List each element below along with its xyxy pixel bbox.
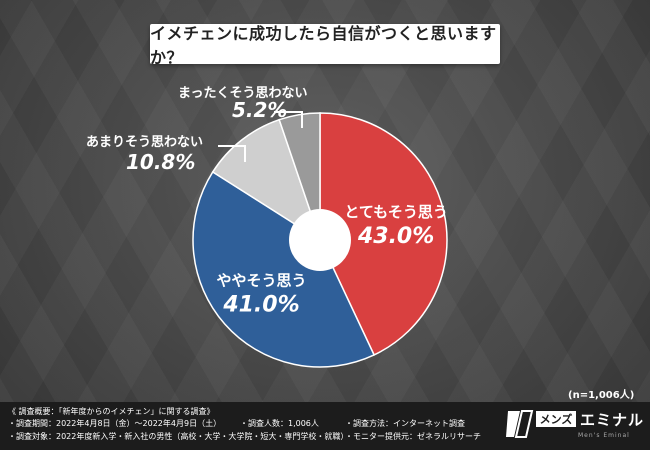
survey-title: 《 調査概要：「新年度からのイメチェン」に関する調査》 bbox=[8, 407, 215, 416]
slice-somewhat-disagree bbox=[211, 118, 322, 242]
brand-logo: メンズ エミナル Men's Eminal bbox=[506, 407, 644, 445]
leader-line-somewhat-disagree bbox=[218, 145, 246, 162]
chart-title: イメチェンに成功したら自信がつくと思いますか？ bbox=[150, 24, 497, 67]
brand-subtitle: Men's Eminal bbox=[578, 432, 630, 439]
slice-strongly-agree bbox=[319, 112, 448, 356]
label-somewhat-disagree: あまりそう思わない bbox=[86, 131, 203, 150]
value-somewhat-disagree: 10.8% bbox=[126, 150, 196, 174]
label-strongly-disagree: まったくそう思わない bbox=[178, 82, 307, 101]
slice-value-somewhat-agree: 41.0% bbox=[222, 293, 299, 318]
survey-period: ・調査期間：2022年4月8日（金）〜2022年4月9日（土） bbox=[8, 419, 222, 428]
brand-name-box: メンズ bbox=[536, 411, 576, 427]
slice-value-strongly-agree: 43.0% bbox=[357, 224, 434, 249]
sample-size-note: (n=1,006人) bbox=[568, 390, 635, 401]
brand-emblem-icon bbox=[506, 410, 534, 438]
survey-method: ・調査方法：インターネット調査 bbox=[345, 419, 465, 428]
survey-target: ・調査対象：2022年度新入学・新入社の男性（高校・大学・大学院・短大・専門学校… bbox=[8, 432, 349, 441]
survey-provider: ・モニター提供元：ゼネラルリサーチ bbox=[345, 432, 481, 441]
label-text-strongly-disagree: まったくそう思わない bbox=[178, 86, 308, 101]
value-strongly-disagree: 5.2% bbox=[232, 98, 288, 122]
brand-name: エミナル bbox=[580, 411, 645, 429]
label-text-somewhat-disagree: あまりそう思わない bbox=[86, 135, 204, 150]
slice-label-strongly-agree: とてもそう思う bbox=[344, 203, 448, 221]
survey-count: ・調査人数：1,006人 bbox=[240, 419, 319, 428]
slice-somewhat-agree bbox=[192, 170, 376, 368]
slice-strongly-disagree bbox=[278, 112, 321, 241]
leader-line-strongly-disagree bbox=[274, 111, 303, 128]
title-box: イメチェンに成功したら自信がつくと思いますか？ bbox=[150, 24, 500, 67]
slice-label-somewhat-agree: ややそう思う bbox=[216, 272, 306, 290]
donut-hole bbox=[289, 209, 351, 271]
